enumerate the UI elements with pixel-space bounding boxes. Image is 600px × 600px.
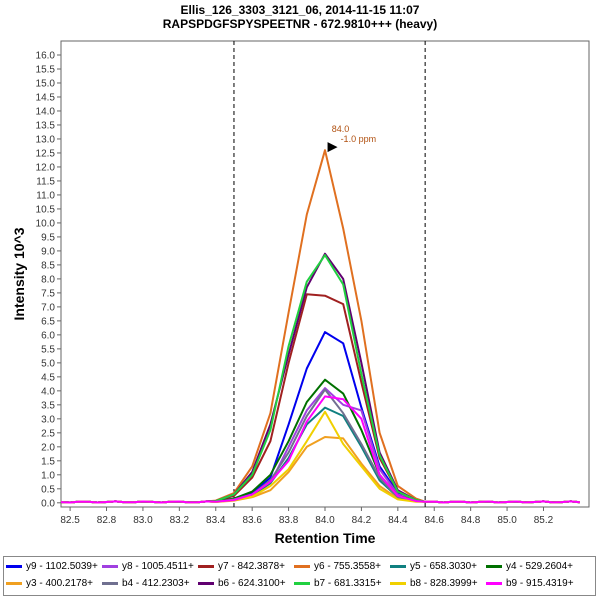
y-tick-label: 1.0	[41, 470, 55, 481]
y-tick-label: 6.0	[41, 330, 55, 341]
x-tick-label: 85.0	[497, 515, 517, 526]
legend-item-b9[interactable]: b9 - 915.4319+	[486, 578, 574, 589]
y-tick-label: 16.0	[36, 50, 56, 61]
x-tick-label: 85.2	[534, 515, 554, 526]
legend-label: y4 - 529.2604+	[506, 561, 573, 572]
legend-item-y7[interactable]: y7 - 842.3878+	[198, 561, 285, 572]
legend-swatch	[294, 565, 310, 568]
y-tick-label: 8.0	[41, 274, 55, 285]
y-tick-label: 10.0	[36, 218, 56, 229]
y-tick-label: 7.5	[41, 288, 55, 299]
x-tick-label: 82.8	[97, 515, 117, 526]
y-tick-label: 12.0	[36, 162, 56, 173]
y-tick-label: 2.5	[41, 428, 55, 439]
y-tick-label: 0.0	[41, 498, 55, 509]
series-line-b9	[60, 395, 580, 504]
y-tick-label: 11.0	[36, 190, 55, 201]
x-tick-label: 84.8	[461, 515, 481, 526]
x-axis-label: Retention Time	[275, 530, 376, 546]
y-tick-label: 14.0	[36, 106, 56, 117]
y-tick-label: 9.5	[41, 232, 55, 243]
y-tick-label: 12.5	[36, 148, 56, 159]
legend-item-y9[interactable]: y9 - 1102.5039+	[6, 561, 98, 572]
peak-rt-label: 84.0	[332, 124, 350, 134]
y-tick-label: 7.0	[41, 302, 55, 313]
y-tick-label: 1.5	[41, 456, 55, 467]
x-tick-label: 83.8	[279, 515, 299, 526]
legend-label: y9 - 1102.5039+	[26, 561, 98, 572]
chromatogram-chart[interactable]: 0.0 0.5 1.0 1.5 2.0 2.5 3.0 3.5 4.0 4.5 5.0 5.5 6.0 6…	[0, 0, 600, 555]
y-tick-label: 13.0	[36, 134, 56, 145]
x-tick-label: 84.6	[425, 515, 445, 526]
x-tick-label: 84.0	[315, 515, 335, 526]
peak-marker-icon	[327, 142, 338, 153]
legend-swatch	[486, 582, 502, 585]
legend-swatch	[390, 582, 406, 585]
legend-swatch	[6, 582, 22, 585]
legend-item-b4[interactable]: b4 - 412.2303+	[102, 578, 190, 589]
chart-subtitle: RAPSPDGFSPYSPEETNR - 672.9810+++ (heavy)	[162, 17, 438, 31]
x-tick-label: 83.6	[242, 515, 262, 526]
legend-swatch	[102, 582, 118, 585]
legend-label: y3 - 400.2178+	[26, 578, 93, 589]
plot-area	[60, 40, 590, 508]
y-tick-label: 8.5	[41, 260, 55, 271]
legend-item-y5[interactable]: y5 - 658.3030+	[390, 561, 477, 572]
legend-item-b7[interactable]: b7 - 681.3315+	[294, 578, 382, 589]
legend: y9 - 1102.5039+ y8 - 1005.4511+ y7 - 842.3…	[3, 556, 596, 596]
y-tick-label: 3.0	[41, 414, 55, 425]
x-tick-label: 84.4	[388, 515, 408, 526]
y-tick-label: 4.5	[41, 372, 55, 383]
legend-label: b9 - 915.4319+	[506, 578, 574, 589]
y-axis-label: Intensity 10^3	[11, 227, 27, 320]
peak-ppm-label: -1.0 ppm	[341, 134, 377, 144]
y-tick-label: 4.0	[41, 386, 55, 397]
x-tick-label: 82.5	[60, 515, 80, 526]
legend-label: b4 - 412.2303+	[122, 578, 190, 589]
legend-label: b8 - 828.3999+	[410, 578, 478, 589]
legend-item-y8[interactable]: y8 - 1005.4511+	[102, 561, 194, 572]
legend-swatch	[390, 565, 406, 568]
y-tick-label: 2.0	[41, 442, 55, 453]
legend-swatch	[6, 565, 22, 568]
y-tick-label: 5.0	[41, 358, 55, 369]
legend-swatch	[198, 565, 214, 568]
legend-swatch	[486, 565, 502, 568]
legend-label: y7 - 842.3878+	[218, 561, 285, 572]
legend-label: y6 - 755.3558+	[314, 561, 381, 572]
y-tick-label: 5.5	[41, 344, 55, 355]
y-tick-label: 0.5	[41, 484, 55, 495]
legend-label: b6 - 624.3100+	[218, 578, 286, 589]
chart-title: Ellis_126_3303_3121_06, 2014-11-15 11:07	[180, 3, 420, 17]
legend-item-y4[interactable]: y4 - 529.2604+	[486, 561, 573, 572]
y-tick-label: 9.0	[41, 246, 55, 257]
legend-item-y6[interactable]: y6 - 755.3558+	[294, 561, 381, 572]
x-tick-label: 83.2	[170, 515, 190, 526]
legend-swatch	[198, 582, 214, 585]
legend-item-y3[interactable]: y3 - 400.2178+	[6, 578, 93, 589]
x-tick-label: 84.2	[352, 515, 372, 526]
legend-item-b8[interactable]: b8 - 828.3999+	[390, 578, 478, 589]
y-tick-label: 15.5	[36, 64, 56, 75]
y-tick-label: 6.5	[41, 316, 55, 327]
legend-swatch	[294, 582, 310, 585]
y-tick-label: 10.5	[36, 204, 56, 215]
x-tick-label: 83.0	[133, 515, 153, 526]
legend-item-b6[interactable]: b6 - 624.3100+	[198, 578, 286, 589]
y-tick-label: 3.5	[41, 400, 55, 411]
y-tick-label: 11.5	[36, 176, 55, 187]
y-tick-label: 13.5	[36, 120, 56, 131]
y-tick-label: 15.0	[36, 78, 56, 89]
y-tick-label: 14.5	[36, 92, 56, 103]
legend-swatch	[102, 565, 118, 568]
legend-label: b7 - 681.3315+	[314, 578, 382, 589]
x-tick-label: 83.4	[206, 515, 226, 526]
legend-label: y5 - 658.3030+	[410, 561, 477, 572]
legend-label: y8 - 1005.4511+	[122, 561, 194, 572]
